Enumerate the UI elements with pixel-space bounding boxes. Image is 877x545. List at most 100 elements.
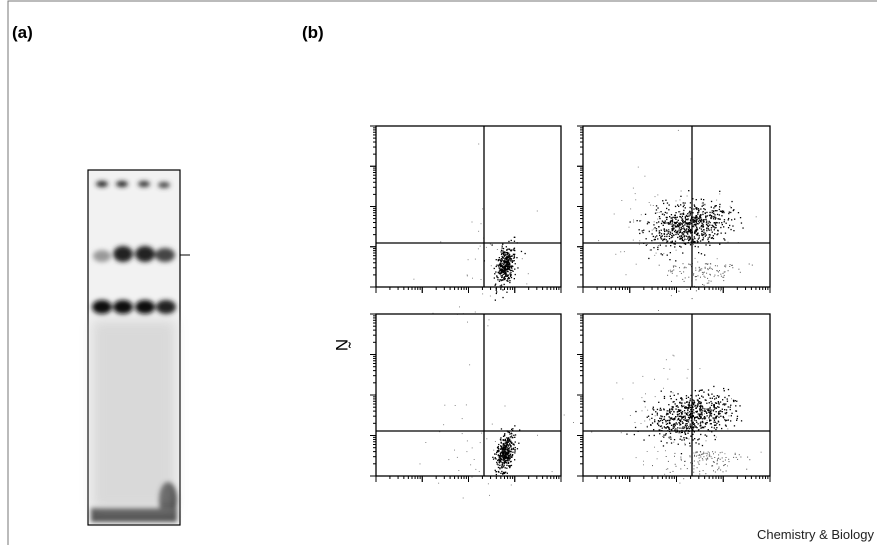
event-dot [696, 229, 699, 231]
event-dot [494, 441, 496, 442]
event-dot [500, 279, 502, 282]
event-dot [674, 429, 676, 431]
event-dot [724, 232, 727, 234]
event-dot [692, 216, 694, 218]
event-dot [695, 276, 697, 277]
event-dot [689, 236, 691, 238]
event-dot [498, 264, 500, 266]
event-dot [487, 325, 489, 327]
event-dot [504, 260, 506, 262]
event-dot [715, 402, 717, 404]
event-dot [699, 422, 702, 424]
event-dot [500, 264, 503, 267]
event-dot [706, 412, 708, 414]
event-dot [698, 457, 700, 459]
event-dot [512, 447, 515, 449]
event-dot [660, 237, 662, 239]
event-dot [573, 422, 574, 423]
event-dot [723, 465, 725, 467]
event-dot [715, 210, 717, 212]
event-dot [659, 417, 661, 419]
event-dot [688, 227, 690, 229]
event-dot [598, 240, 600, 242]
event-dot [489, 243, 491, 245]
event-dot [641, 230, 643, 232]
event-dot [695, 207, 697, 209]
event-dot [686, 215, 688, 217]
event-dot [706, 435, 708, 437]
event-dot [687, 226, 689, 228]
event-dot [696, 427, 698, 429]
event-dot [681, 399, 683, 401]
event-dot [690, 425, 692, 427]
event-dot [504, 458, 506, 460]
event-dot [702, 237, 705, 239]
event-dot [712, 410, 715, 412]
event-dot [727, 419, 729, 421]
event-dot [712, 417, 714, 419]
event-dot [728, 212, 730, 215]
event-dot [714, 216, 716, 218]
event-dot [503, 277, 505, 279]
event-dot [676, 221, 679, 223]
event-dot [705, 219, 707, 221]
event-dot [671, 223, 673, 225]
event-dot [646, 223, 649, 225]
event-dot [508, 454, 511, 456]
event-dot [701, 222, 703, 224]
event-dot [719, 206, 721, 208]
event-dot [685, 406, 687, 408]
event-dot [512, 443, 514, 445]
event-dot [510, 440, 512, 442]
event-dot [692, 399, 694, 401]
event-dot [693, 399, 695, 402]
event-dot [694, 426, 696, 428]
event-dot [613, 213, 615, 215]
event-dot [715, 436, 717, 438]
event-dot [702, 220, 705, 222]
event-dot [696, 455, 697, 457]
event-dot [521, 258, 523, 260]
event-dot [675, 226, 677, 228]
event-dot [710, 237, 713, 239]
event-dot [657, 248, 659, 251]
event-dot [694, 405, 696, 407]
event-dot [714, 205, 716, 207]
event-dot [706, 402, 708, 404]
event-dot [684, 222, 686, 224]
event-dot [711, 231, 713, 233]
event-dot [709, 214, 711, 216]
event-dot [680, 235, 682, 237]
event-dot [704, 276, 706, 278]
event-dot [720, 275, 722, 277]
event-dot [718, 457, 720, 459]
event-dot [507, 452, 509, 454]
event-dot [479, 442, 481, 444]
event-dot [478, 230, 480, 232]
event-dot [669, 421, 670, 422]
event-dot [507, 462, 510, 464]
event-dot [503, 254, 505, 257]
event-dot [689, 413, 691, 415]
event-dot [678, 432, 680, 434]
event-dot [709, 406, 711, 409]
event-dot [680, 416, 683, 418]
event-dot [694, 257, 696, 259]
event-dot [715, 415, 717, 418]
event-dot [666, 222, 668, 224]
event-dot [501, 445, 503, 448]
event-dot [714, 417, 716, 419]
event-dot [707, 393, 709, 395]
event-dot [679, 223, 681, 226]
event-dot [653, 409, 655, 411]
event-dot [670, 237, 672, 239]
event-dot [506, 291, 508, 293]
plot-frame [582, 313, 771, 477]
event-dot [693, 208, 695, 210]
event-dot [724, 265, 725, 267]
event-dot [699, 460, 701, 462]
event-dot [730, 415, 732, 417]
event-dot [700, 214, 702, 216]
event-dot [683, 478, 685, 480]
event-dot [504, 261, 507, 263]
